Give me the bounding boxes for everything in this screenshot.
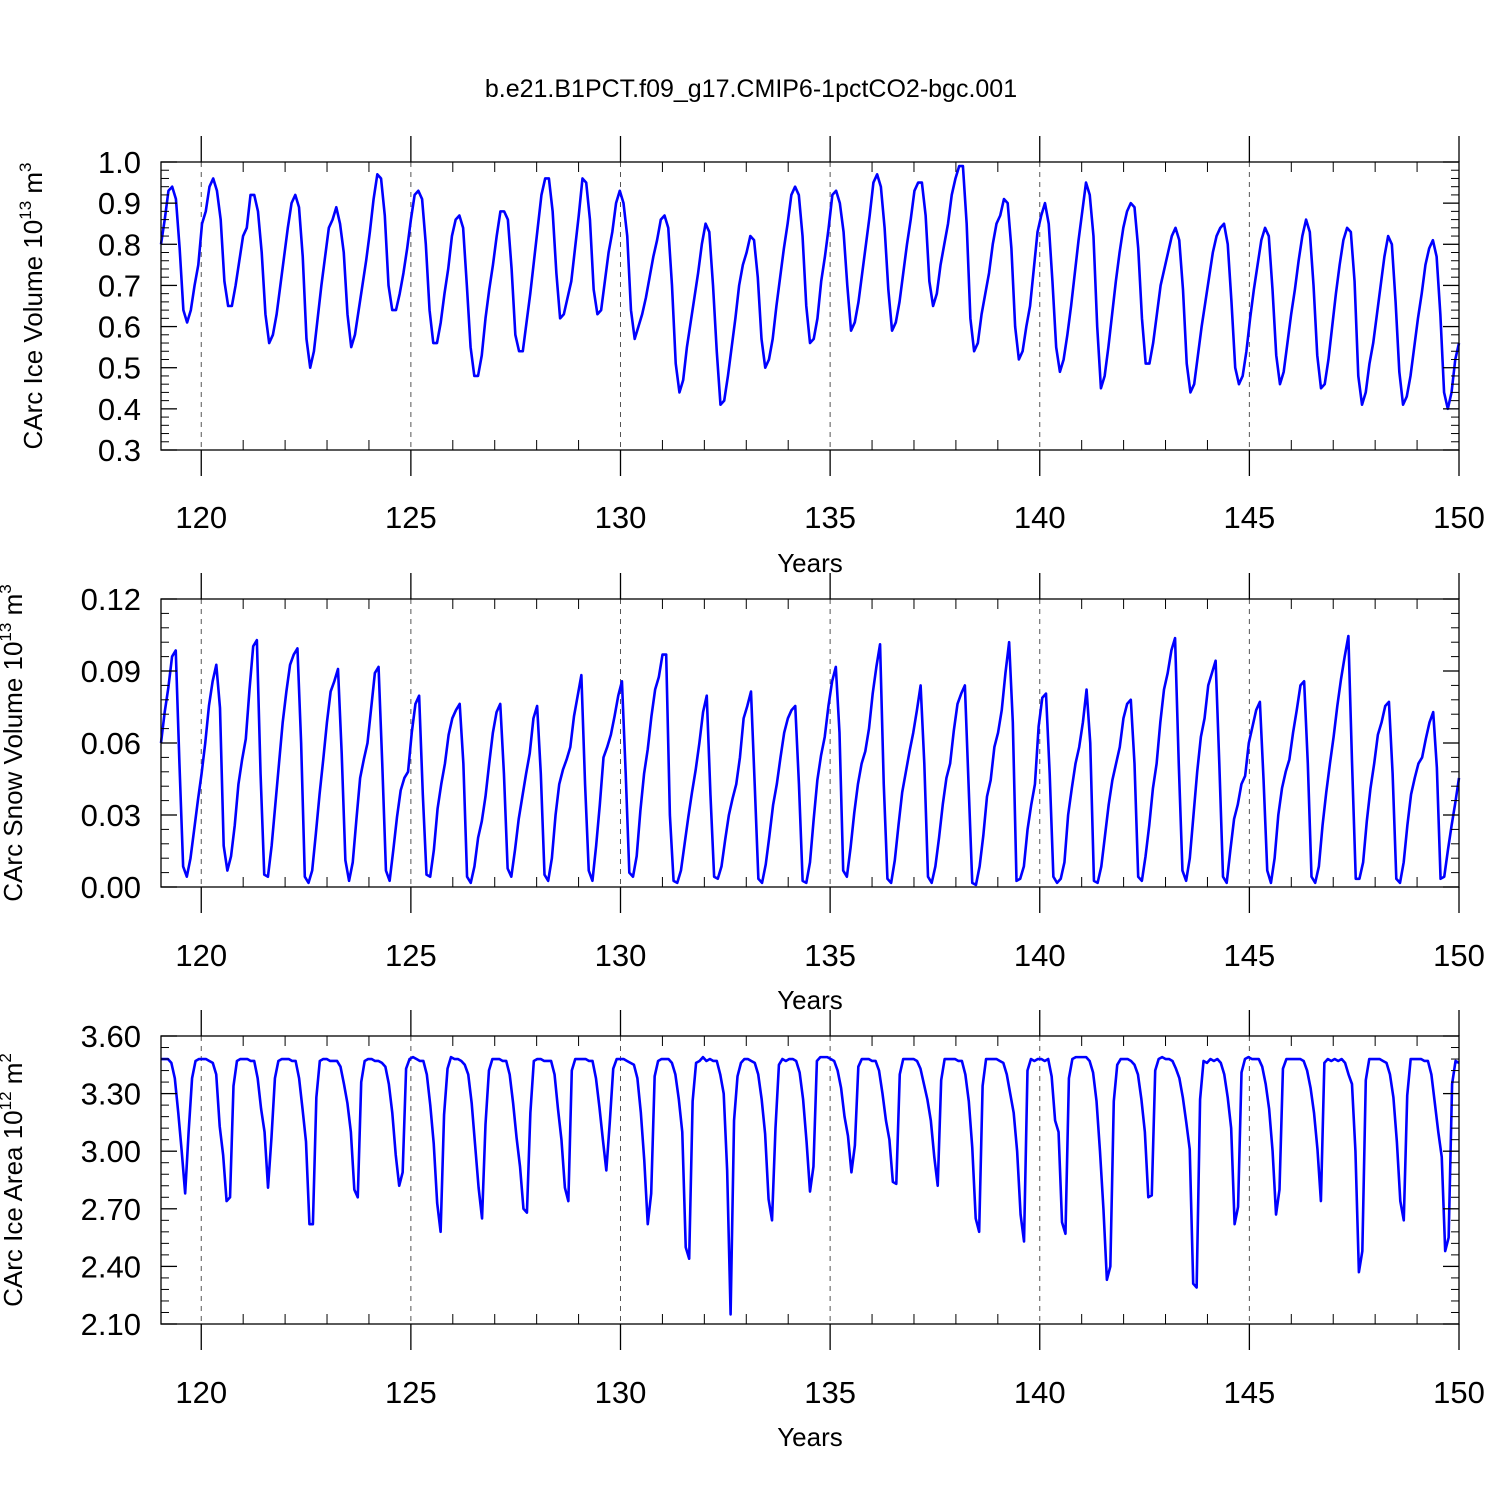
- chart-title: b.e21.B1PCT.f09_g17.CMIP6-1pctCO2-bgc.00…: [485, 75, 1017, 103]
- x-tick-label: 125: [385, 500, 437, 535]
- y-axis-title-part: m: [18, 172, 48, 201]
- y-tick-label: 3.30: [81, 1077, 141, 1112]
- panels: 0.3 0.4 0.5 0.6 0.7 0.8 0.9 1.0 120 125 130 135 140 1…: [0, 136, 1485, 1452]
- x-tick-label: 135: [804, 500, 856, 535]
- y-axis-title-superscript: 13: [0, 623, 15, 642]
- x-tick-label: 140: [1014, 938, 1066, 973]
- y-tick-label: 0.09: [81, 654, 141, 689]
- chart-panel-2: 0.00 0.03 0.06 0.09 0.12 120 125 130 135 140 145 15…: [0, 573, 1485, 1015]
- y-tick-label: 3.60: [81, 1019, 141, 1054]
- y-tick-label: 0.00: [81, 870, 141, 905]
- x-tick-label: 120: [175, 500, 227, 535]
- x-tick-label: 140: [1014, 1375, 1066, 1410]
- x-tick-label: 145: [1224, 938, 1276, 973]
- x-tick-label: 125: [385, 938, 437, 973]
- y-axis-title: CArc Snow Volume 1013 m3: [0, 584, 28, 901]
- x-tick-label: 145: [1224, 500, 1276, 535]
- x-tick-label: 150: [1433, 1375, 1485, 1410]
- y-axis-title-part: CArc Snow Volume 10: [0, 642, 28, 902]
- x-tick-label: 135: [804, 938, 856, 973]
- y-tick-label: 2.70: [81, 1192, 141, 1227]
- y-tick-label: 0.3: [98, 433, 141, 468]
- y-tick-label: 0.06: [81, 726, 141, 761]
- y-tick-label: 0.8: [98, 227, 141, 262]
- chart-panel-1: 0.3 0.4 0.5 0.6 0.7 0.8 0.9 1.0 120 125 130 135 140 1…: [16, 136, 1485, 578]
- y-tick-label: 0.4: [98, 392, 141, 427]
- x-tick-label: 120: [175, 1375, 227, 1410]
- y-tick-label: 0.7: [98, 268, 141, 303]
- x-tick-label: 130: [595, 500, 647, 535]
- x-tick-label: 140: [1014, 500, 1066, 535]
- y-axis-title-part: m: [0, 1063, 28, 1092]
- y-axis-title-superscript: 12: [0, 1091, 15, 1110]
- y-tick-label: 1.0: [98, 145, 141, 180]
- x-tick-label: 130: [595, 938, 647, 973]
- data-series-line: [159, 634, 1461, 887]
- x-tick-label: 130: [595, 1375, 647, 1410]
- x-tick-label: 145: [1224, 1375, 1276, 1410]
- x-tick-label: 120: [175, 938, 227, 973]
- y-tick-label: 0.5: [98, 351, 141, 386]
- chart-panel-3: 2.10 2.40 2.70 3.00 3.30 3.60 120 125 130 135 140 1…: [0, 1010, 1485, 1452]
- y-axis-title: CArc Ice Volume 1013 m3: [16, 162, 48, 449]
- y-tick-label: 0.12: [81, 582, 141, 617]
- x-tick-label: 135: [804, 1375, 856, 1410]
- y-axis-title-superscript: 13: [16, 201, 35, 220]
- plot-frame: [160, 161, 1460, 451]
- y-tick-label: 0.9: [98, 186, 141, 221]
- data-series-line: [161, 1055, 1460, 1316]
- x-axis-title: Years: [777, 985, 843, 1015]
- y-axis-title-superscript: 2: [0, 1053, 15, 1062]
- y-tick-label: 2.40: [81, 1249, 141, 1284]
- y-axis-title-superscript: 3: [0, 584, 15, 593]
- y-axis-title-part: m: [0, 594, 28, 623]
- y-axis-title-part: CArc Ice Area 10: [0, 1110, 28, 1307]
- y-axis-title: CArc Ice Area 1012 m2: [0, 1053, 28, 1307]
- y-axis-title-superscript: 3: [16, 162, 35, 171]
- plot-frame: [160, 1035, 1460, 1325]
- x-tick-label: 150: [1433, 938, 1485, 973]
- y-tick-label: 2.10: [81, 1307, 141, 1342]
- y-axis-title-part: CArc Ice Volume 10: [18, 220, 48, 450]
- y-tick-label: 0.03: [81, 798, 141, 833]
- x-tick-label: 125: [385, 1375, 437, 1410]
- y-tick-label: 0.6: [98, 310, 141, 345]
- data-series-line: [159, 164, 1461, 411]
- x-tick-label: 150: [1433, 500, 1485, 535]
- plot-frame: [160, 598, 1460, 888]
- x-axis-title: Years: [777, 1422, 843, 1452]
- x-axis-title: Years: [777, 548, 843, 578]
- y-tick-label: 3.00: [81, 1134, 141, 1169]
